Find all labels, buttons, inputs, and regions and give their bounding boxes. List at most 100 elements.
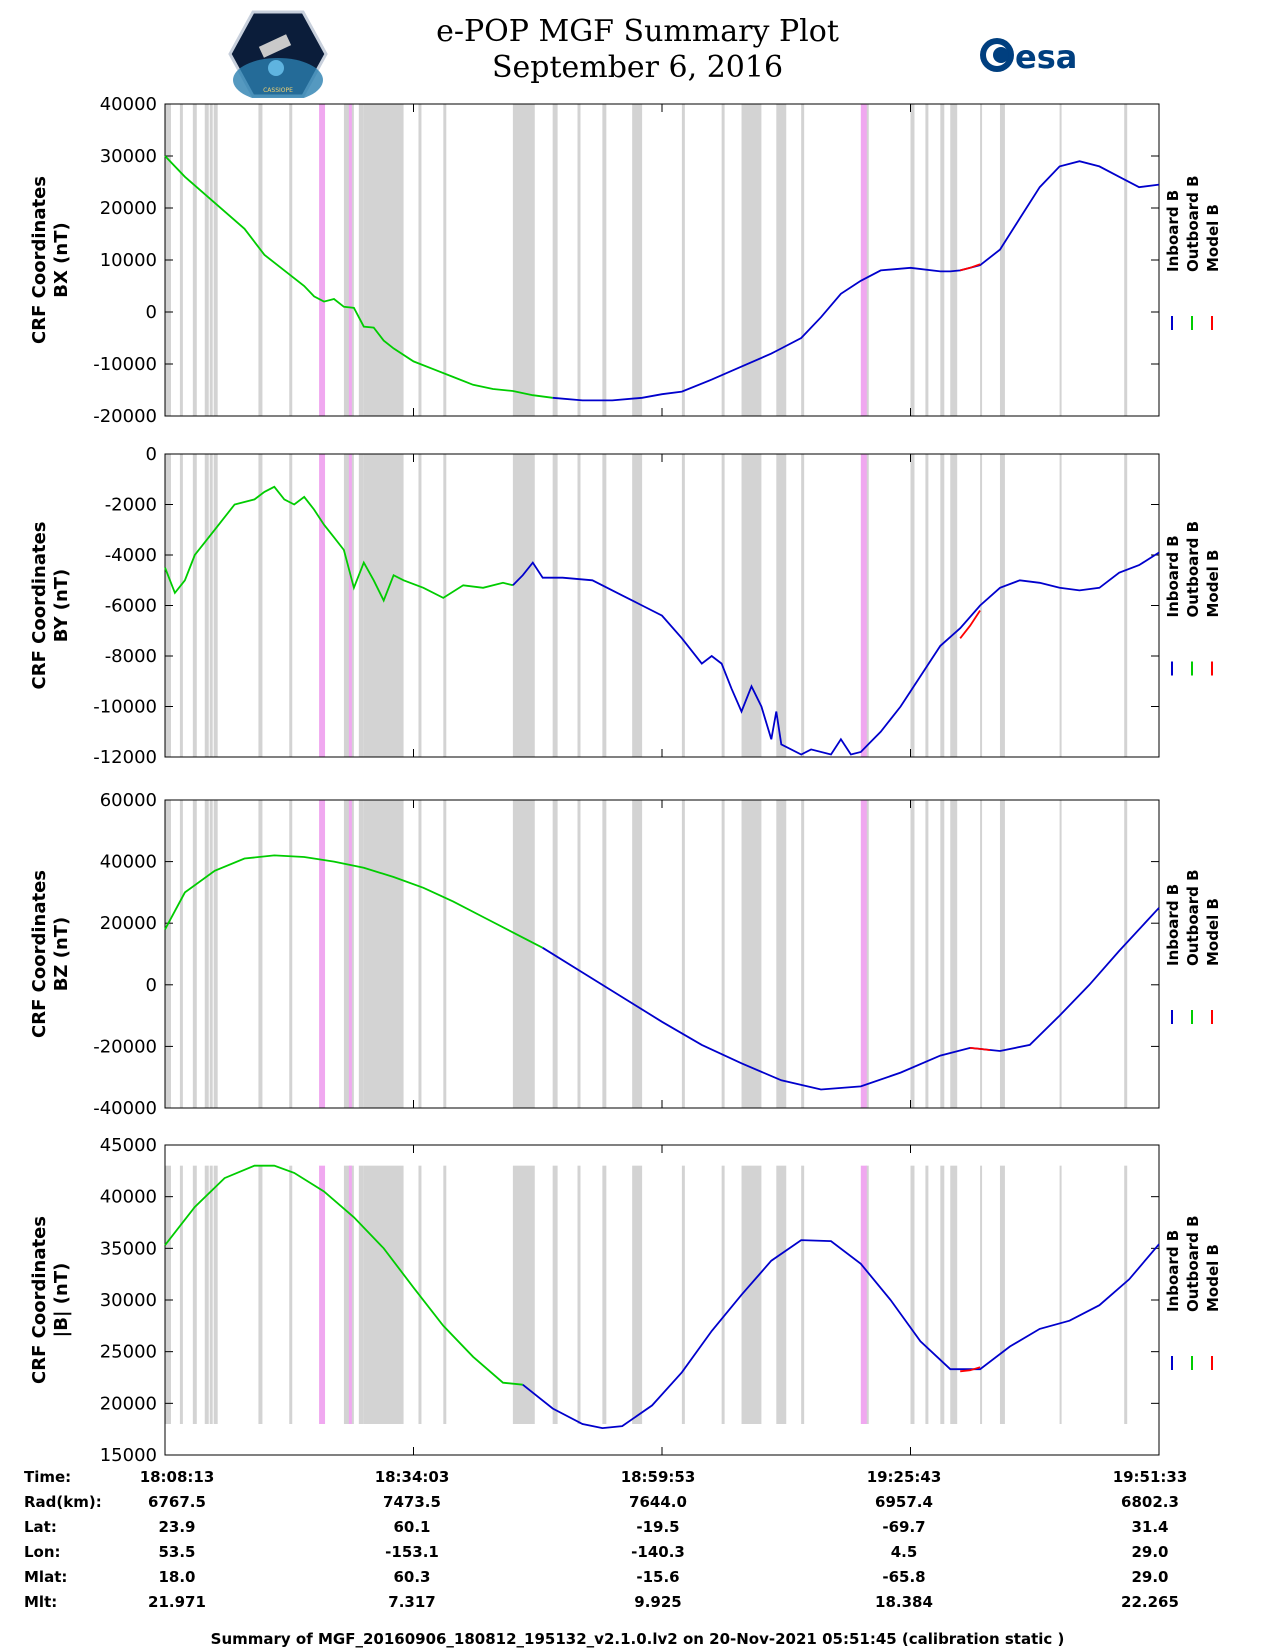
- gray-gap-band: [552, 800, 558, 1108]
- y-tick-label: 40000: [100, 1187, 157, 1208]
- y-tick-label: -10000: [93, 354, 157, 375]
- gray-gap-band: [632, 1165, 643, 1424]
- gray-gap-band: [681, 800, 685, 1108]
- y-tick-label: 35000: [100, 1238, 157, 1259]
- gray-gap-band: [1124, 800, 1128, 1108]
- gray-gap-band: [204, 454, 209, 757]
- gray-gap-band: [865, 1165, 869, 1424]
- gray-gap-band: [213, 104, 218, 416]
- gray-gap-band: [577, 454, 581, 757]
- chart-panel-4: 45000 40000 35000 30000 25000 20000 15000 CRF C…: [29, 1135, 1222, 1465]
- plot-frame: [164, 103, 1160, 417]
- y-tick-label: 60000: [100, 790, 157, 811]
- gray-gap-band: [865, 800, 869, 1108]
- gray-gap-band: [940, 454, 945, 757]
- y-tick-label: 20000: [100, 913, 157, 934]
- gray-gap-band: [289, 104, 293, 416]
- gray-gap-band: [418, 800, 422, 1108]
- title-line-2: September 6, 2016: [491, 50, 784, 85]
- gray-gap-band: [258, 800, 263, 1108]
- gray-gap-band: [209, 1165, 213, 1424]
- gray-gap-band: [512, 454, 535, 757]
- gray-gap-band: [925, 1165, 929, 1424]
- chart-panel-2: 0 -2000 -4000 -6000 -8000 -10000 -12000 CRF Coo…: [29, 444, 1222, 768]
- gray-gap-band: [577, 1165, 581, 1424]
- gray-gap-band: [950, 800, 958, 1108]
- info-cell: 31.4: [1131, 1518, 1169, 1536]
- legend-label: Outboard B: [1184, 521, 1202, 618]
- series-line-model-b: [959, 263, 981, 272]
- gray-gap-band: [512, 800, 535, 1108]
- gray-gap-band: [776, 454, 787, 757]
- info-cell: 6802.3: [1121, 1493, 1179, 1511]
- pink-gap-band: [860, 104, 867, 416]
- legend-label: Model B: [1204, 550, 1222, 618]
- pink-gap-band: [860, 1165, 867, 1424]
- gray-gap-band: [801, 1165, 805, 1424]
- gray-gap-band: [1059, 104, 1062, 416]
- info-row: Mlat: 18.0 60.3 -15.6 -65.8 29.0: [0, 1568, 1275, 1590]
- gray-gap-band: [741, 800, 762, 1108]
- gray-gap-band: [192, 454, 197, 757]
- y-tick-label: -40000: [93, 1098, 157, 1119]
- gray-gap-band: [358, 454, 364, 757]
- gray-gap-band: [289, 800, 293, 1108]
- gray-gap-band: [741, 104, 762, 416]
- gray-gap-band: [209, 800, 213, 1108]
- y-axis-label: CRF CoordinatesBZ (nT): [29, 870, 72, 1038]
- gray-gap-band: [980, 800, 983, 1108]
- y-tick-label: 45000: [100, 1135, 157, 1156]
- gray-gap-band: [209, 454, 213, 757]
- y-tick-label: 0: [146, 302, 157, 323]
- gray-gap-band: [721, 104, 725, 416]
- series-line-inboard-b: [522, 1239, 1160, 1430]
- legend-label: Inboard B: [1164, 884, 1182, 966]
- y-axis-label-line-2: |B| (nT): [51, 1263, 72, 1338]
- gray-gap-band: [179, 1165, 183, 1424]
- info-cell: 7473.5: [383, 1493, 441, 1511]
- gray-gap-band: [910, 454, 915, 757]
- gray-gap-band: [925, 800, 929, 1108]
- series-line-inboard-b: [552, 160, 1160, 402]
- info-cell: -19.5: [636, 1518, 680, 1536]
- series-line-model-b: [970, 1047, 991, 1051]
- gray-gap-band: [980, 1165, 983, 1424]
- y-tick-label: -12000: [93, 747, 157, 768]
- y-tick-label: -6000: [105, 596, 157, 617]
- gray-gap-band: [741, 1165, 762, 1424]
- gray-gap-band: [258, 1165, 263, 1424]
- gray-gap-band: [776, 800, 787, 1108]
- legend-label: Outboard B: [1184, 869, 1202, 966]
- y-tick-label: 20000: [100, 1393, 157, 1414]
- gray-gap-band: [1124, 454, 1128, 757]
- gray-gap-band: [443, 1165, 447, 1424]
- gray-gap-band: [776, 104, 787, 416]
- pink-gap-band: [348, 800, 352, 1108]
- gray-gap-band: [512, 1165, 535, 1424]
- gray-gap-band: [602, 800, 607, 1108]
- gray-gap-band: [940, 800, 945, 1108]
- pink-gap-band: [860, 454, 867, 757]
- gray-gap-band: [865, 454, 869, 757]
- plot-frame: [164, 453, 1160, 758]
- info-cell: 18.0: [158, 1568, 196, 1586]
- info-cell: 29.0: [1131, 1568, 1169, 1586]
- gray-gap-band: [204, 1165, 209, 1424]
- orbit-info-table: Time: 18:08:13 18:34:03 18:59:53 19:25:43 19:…: [0, 1468, 1275, 1618]
- series-line-outboard-b: [164, 155, 553, 399]
- gray-gap-band: [910, 1165, 915, 1424]
- gray-gap-band: [681, 1165, 685, 1424]
- series-line-model-b: [959, 610, 981, 639]
- gray-gap-band: [289, 1165, 293, 1424]
- pink-gap-band: [348, 454, 352, 757]
- gray-gap-band: [552, 1165, 558, 1424]
- legend-label: Inboard B: [1164, 190, 1182, 272]
- gray-gap-band: [1059, 1165, 1062, 1424]
- chart-panel-3: 60000 40000 20000 0 -20000 -40000 CRF Coordina…: [29, 790, 1222, 1119]
- info-cell: 22.265: [1121, 1593, 1179, 1611]
- gray-gap-band: [910, 104, 915, 416]
- info-cell: 53.5: [158, 1543, 196, 1561]
- info-cell: 6767.5: [148, 1493, 206, 1511]
- info-cell: -140.3: [631, 1543, 685, 1561]
- gray-gap-band: [209, 104, 213, 416]
